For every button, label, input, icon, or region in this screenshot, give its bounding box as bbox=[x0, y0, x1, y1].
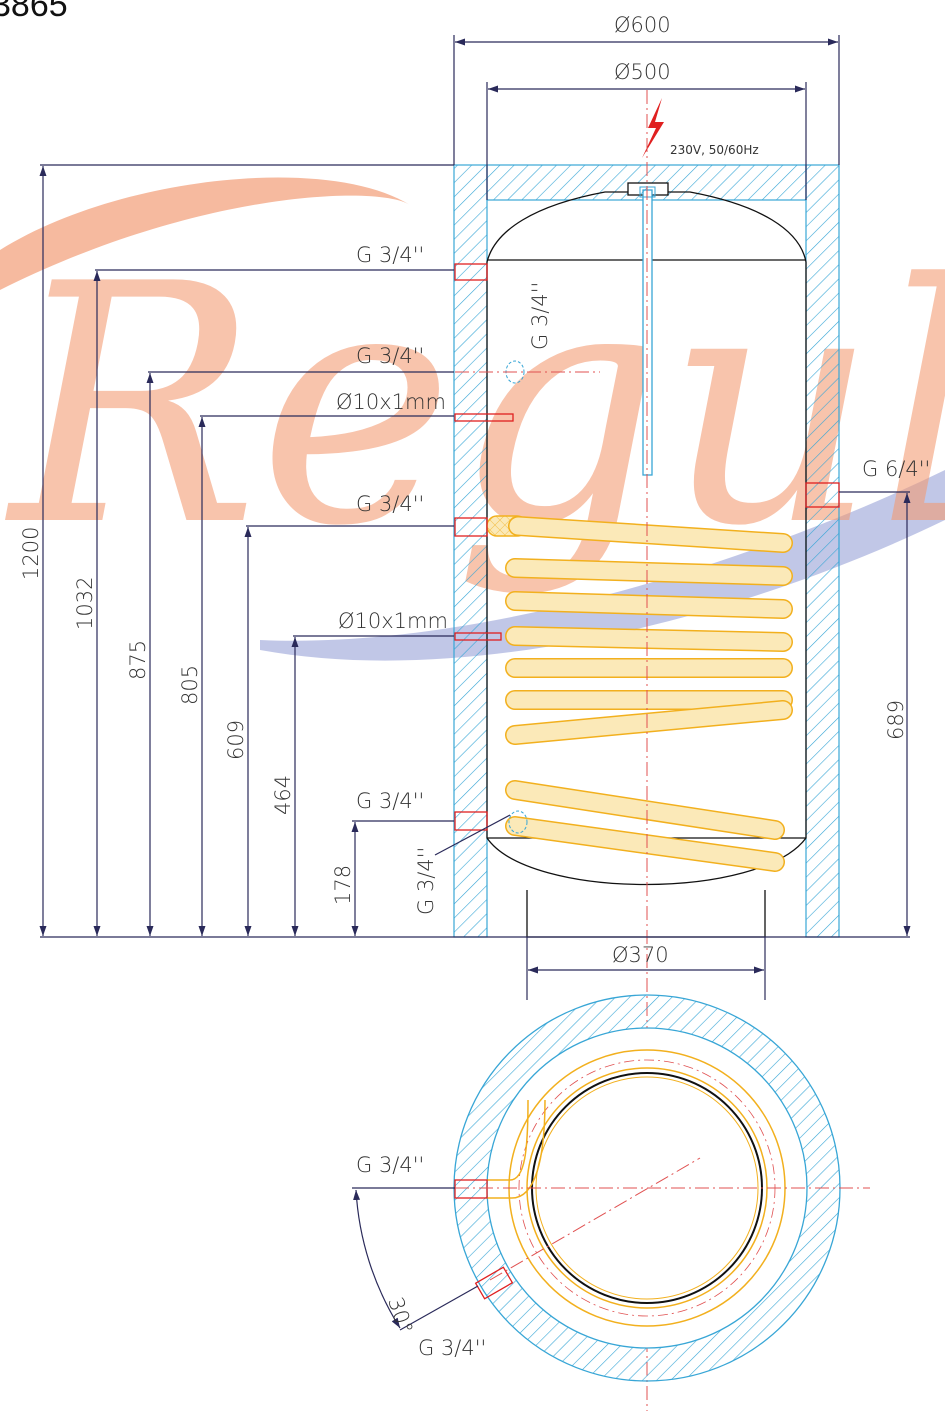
plan-coil-inlet-bend bbox=[487, 1099, 529, 1181]
dim-inner-diameter: Ø500 bbox=[614, 60, 671, 84]
label-left-second: G 3/4'' bbox=[356, 344, 424, 368]
port-top bbox=[454, 263, 488, 281]
watermark-swoosh-red bbox=[0, 177, 410, 290]
dim-height-875: 875 bbox=[126, 640, 150, 680]
label-coil-outlet: G 3/4'' bbox=[356, 789, 424, 813]
dim-foot-diameter: Ø370 bbox=[612, 943, 669, 967]
dim-height-805: 805 bbox=[178, 665, 202, 705]
label-coil-inlet: G 3/4'' bbox=[356, 492, 424, 516]
label-bottom-slanted: G 3/4'' bbox=[414, 847, 438, 915]
fitting-bottom bbox=[508, 810, 528, 834]
connection-labels: G 3/4'' G 3/4'' G 3/4'' Ø10x1mm G 3/4'' … bbox=[336, 243, 930, 915]
label-top-vertical: G 3/4'' bbox=[528, 282, 552, 350]
dim-height-609: 609 bbox=[224, 720, 248, 760]
dim-outer-diameter: Ø600 bbox=[614, 13, 671, 37]
port-sensor-upper bbox=[454, 413, 514, 422]
dim-height-689: 689 bbox=[884, 700, 908, 740]
heater-voltage-label: 230V, 50/60Hz bbox=[670, 143, 759, 157]
insulation-right bbox=[805, 164, 840, 938]
dim-height-1200: 1200 bbox=[19, 527, 43, 580]
label-plan-bottom: G 3/4'' bbox=[418, 1336, 486, 1360]
label-left-top: G 3/4'' bbox=[356, 243, 424, 267]
dim-height-1032: 1032 bbox=[73, 577, 97, 630]
dim-height-178: 178 bbox=[331, 865, 355, 905]
plan-port-bottom bbox=[474, 1266, 514, 1300]
vessel-outline bbox=[486, 191, 807, 886]
port-coil-outlet bbox=[454, 811, 488, 831]
port-right bbox=[805, 482, 840, 508]
dim-angle: 30° bbox=[383, 1294, 417, 1337]
port-sensor-lower bbox=[454, 632, 502, 641]
dim-height-464: 464 bbox=[271, 775, 295, 815]
insulation-left bbox=[453, 164, 488, 938]
vertical-dimensions: 1200 1032 875 805 609 464 178 689 bbox=[19, 164, 911, 938]
tank-plan: 30° G 3/4'' G 3/4'' bbox=[352, 994, 870, 1382]
horizontal-dimensions: Ø600 Ø500 Ø370 bbox=[453, 13, 840, 1000]
plan-port-left bbox=[454, 1179, 488, 1199]
port-coil-inlet bbox=[454, 517, 488, 537]
tank-foot bbox=[526, 890, 766, 938]
label-right-side: G 6/4'' bbox=[862, 457, 930, 481]
heat-exchanger-coil bbox=[486, 515, 793, 872]
plan-angled-axis bbox=[489, 1157, 701, 1281]
angle-arc bbox=[353, 1189, 401, 1329]
tank-elevation: 230V, 50/60Hz bbox=[453, 90, 840, 1411]
label-sensor-upper: Ø10x1mm bbox=[336, 390, 446, 414]
lightning-icon bbox=[642, 98, 664, 158]
product-code: 3865 bbox=[0, 0, 68, 24]
label-sensor-lower: Ø10x1mm bbox=[338, 609, 448, 633]
port-markers bbox=[454, 263, 840, 831]
label-plan-left: G 3/4'' bbox=[356, 1153, 424, 1177]
